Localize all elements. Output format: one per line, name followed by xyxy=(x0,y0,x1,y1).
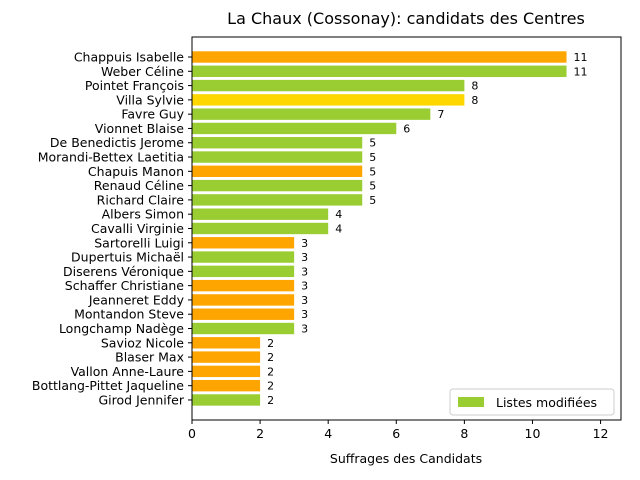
value-label: 2 xyxy=(267,394,274,407)
category-label: Morandi-Bettex Laetitia xyxy=(38,150,184,165)
legend-label: Listes modifiées xyxy=(496,395,597,410)
value-label: 3 xyxy=(301,294,308,307)
bar xyxy=(192,194,363,206)
value-label: 11 xyxy=(574,51,588,64)
bar xyxy=(192,151,363,163)
category-label: Richard Claire xyxy=(97,192,185,207)
bar xyxy=(192,51,567,63)
category-label: Sartorelli Luigi xyxy=(94,235,184,250)
category-label: Girod Jennifer xyxy=(98,392,184,407)
category-label: Schaffer Christiane xyxy=(65,278,185,293)
value-label: 3 xyxy=(301,251,308,264)
legend-swatch xyxy=(458,397,484,407)
category-label: Bottlang-Pittet Jaqueline xyxy=(32,378,184,393)
legend-box xyxy=(449,388,615,416)
bar xyxy=(192,108,431,120)
x-tick-label: 12 xyxy=(593,426,609,441)
value-label: 2 xyxy=(267,351,274,364)
bar xyxy=(192,308,295,320)
value-label: 4 xyxy=(335,222,342,235)
chart-title: La Chaux (Cossonay): candidats des Centr… xyxy=(227,9,585,28)
x-tick-label: 4 xyxy=(324,426,332,441)
value-label: 3 xyxy=(301,323,308,336)
category-label: Villa Sylvie xyxy=(116,92,184,107)
legend: Listes modifiées xyxy=(449,388,615,416)
value-label: 2 xyxy=(267,365,274,378)
value-label: 8 xyxy=(471,80,478,93)
value-label: 5 xyxy=(369,151,376,164)
category-label: Diserens Véronique xyxy=(63,264,184,279)
bar xyxy=(192,94,465,106)
bar xyxy=(192,379,261,392)
value-label: 6 xyxy=(403,122,410,135)
category-label: Cavalli Virginie xyxy=(91,221,184,236)
bar xyxy=(192,279,295,292)
category-label: Montandon Steve xyxy=(74,307,184,322)
bar xyxy=(192,322,295,335)
category-label: Chapuis Manon xyxy=(88,164,184,179)
x-tick-label: 6 xyxy=(392,426,400,441)
value-label: 5 xyxy=(369,165,376,178)
bar xyxy=(192,365,261,378)
bar xyxy=(192,179,363,192)
x-axis-label: Suffrages des Candidats xyxy=(330,451,482,466)
value-label: 5 xyxy=(369,180,376,193)
x-tick-label: 0 xyxy=(188,426,196,441)
value-label: 5 xyxy=(369,137,376,150)
x-axis-ticks: 0 2 4 6 8 10 12 xyxy=(188,420,609,441)
x-tick-label: 10 xyxy=(525,426,541,441)
category-label: Chappuis Isabelle xyxy=(74,50,184,65)
value-label: 5 xyxy=(369,194,376,207)
bar xyxy=(192,337,261,349)
bar xyxy=(192,122,397,135)
category-label: Albers Simon xyxy=(102,207,184,222)
bar xyxy=(192,351,261,363)
x-tick-label: 2 xyxy=(256,426,264,441)
value-label: 2 xyxy=(267,337,274,350)
plot-frame xyxy=(191,36,622,421)
bar xyxy=(192,237,295,249)
bar xyxy=(192,294,295,306)
bar xyxy=(192,265,295,278)
bar xyxy=(192,65,567,77)
category-label: Vallon Anne-Laure xyxy=(71,364,185,379)
bars-group xyxy=(192,51,567,406)
category-label: Longchamp Nadège xyxy=(59,321,184,336)
bar xyxy=(192,251,295,263)
bar xyxy=(192,165,363,178)
value-label: 11 xyxy=(574,65,588,78)
category-label: Pointet François xyxy=(85,78,184,93)
bar xyxy=(192,137,363,149)
bar xyxy=(192,394,261,406)
bar xyxy=(192,79,465,92)
value-label: 7 xyxy=(437,108,444,121)
category-label: Savioz Nicole xyxy=(101,335,184,350)
category-label: Renaud Céline xyxy=(94,178,185,193)
value-label: 3 xyxy=(301,265,308,278)
x-tick-label: 8 xyxy=(460,426,468,441)
category-label: Jeanneret Eddy xyxy=(88,292,185,307)
value-label: 3 xyxy=(301,237,308,250)
bar xyxy=(192,208,329,220)
category-label: Vionnet Blaise xyxy=(95,121,185,136)
value-label: 3 xyxy=(301,308,308,321)
value-label: 4 xyxy=(335,208,342,221)
bar xyxy=(192,222,329,235)
category-label: Favre Guy xyxy=(121,107,184,122)
value-label: 3 xyxy=(301,280,308,293)
category-label: Dupertuis Michaël xyxy=(71,250,184,265)
category-label: Blaser Max xyxy=(115,350,184,365)
value-label: 8 xyxy=(471,94,478,107)
category-label: De Benedictis Jerome xyxy=(50,135,184,150)
category-label: Weber Céline xyxy=(101,64,184,79)
value-label: 2 xyxy=(267,380,274,393)
